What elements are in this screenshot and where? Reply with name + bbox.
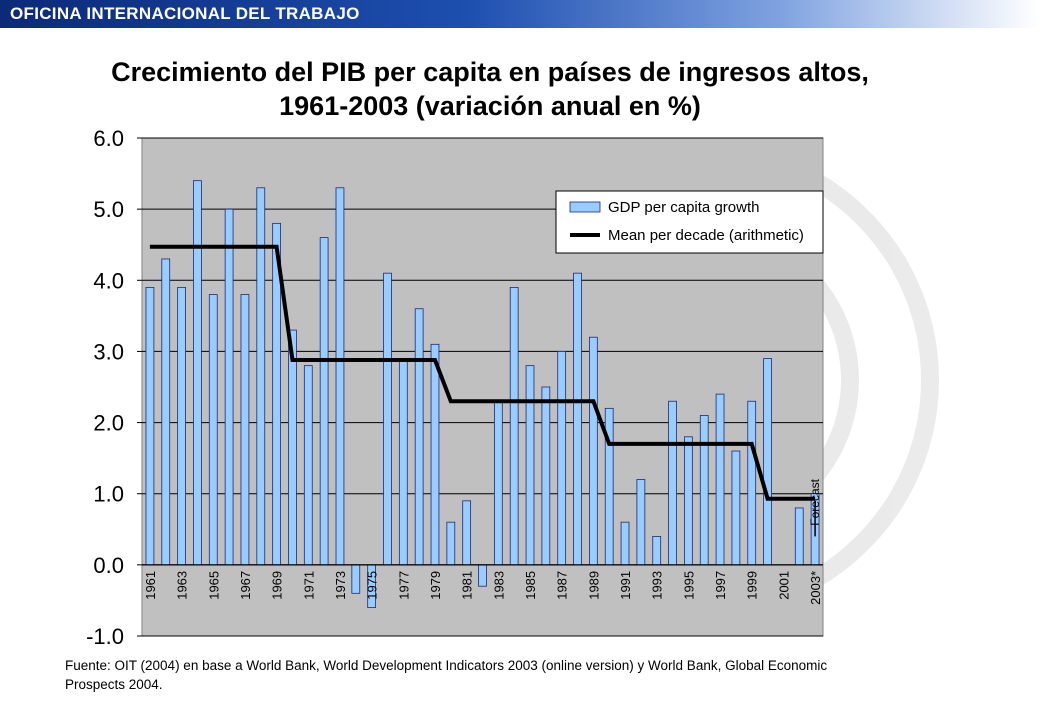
- x-tick-label: 1971: [301, 571, 316, 600]
- x-tick-label: 1977: [396, 571, 411, 600]
- bar: [668, 400, 677, 566]
- bar: [509, 286, 519, 566]
- x-tick-label: 2001: [776, 571, 791, 600]
- bar: [398, 358, 408, 566]
- y-tick-label: 4.0: [93, 268, 124, 293]
- x-tick-label: 1981: [460, 571, 475, 600]
- bar: [493, 400, 503, 566]
- bar: [256, 187, 266, 566]
- x-tick-label: 1999: [745, 571, 760, 600]
- bar: [208, 294, 218, 566]
- x-tick-label: 1983: [491, 571, 506, 600]
- y-tick-label: 0.0: [93, 553, 124, 578]
- bar: [462, 500, 472, 566]
- bar: [446, 521, 456, 566]
- x-tick-label: 1965: [206, 571, 221, 600]
- legend-swatch-bar: [569, 201, 601, 213]
- bar: [224, 208, 234, 566]
- x-tick-label: 1969: [270, 571, 285, 600]
- x-tick-label: 1975: [365, 571, 380, 600]
- bar: [573, 272, 582, 566]
- bar: [303, 365, 313, 566]
- bar: [684, 436, 693, 566]
- bar: [478, 564, 487, 587]
- bar: [335, 187, 345, 566]
- chart-title: Crecimiento del PIB per capita en países…: [60, 55, 920, 123]
- legend-label-mean: Mean per decade (arithmetic): [608, 227, 804, 244]
- chart-title-line-2: 1961-2003 (variación anual en %): [279, 91, 701, 121]
- banner-title: OFICINA INTERNACIONAL DEL TRABAJO: [10, 4, 360, 23]
- x-tick-label: 1993: [650, 571, 665, 600]
- y-tick-label: 3.0: [93, 339, 124, 364]
- mean-line: [149, 244, 816, 501]
- x-tick-label: 1987: [555, 571, 570, 600]
- bar: [747, 400, 757, 566]
- y-tick-label: 6.0: [93, 126, 124, 151]
- x-tick-label: 1979: [428, 571, 443, 600]
- bar: [699, 415, 709, 566]
- y-tick-label: 1.0: [93, 482, 124, 507]
- x-tick-label: 1973: [333, 571, 348, 600]
- bar: [383, 272, 392, 566]
- source-note: Fuente: OIT (2004) en base a World Bank,…: [65, 658, 828, 692]
- chart-title-line-1: Crecimiento del PIB per capita en países…: [111, 57, 869, 87]
- bar: [794, 507, 804, 566]
- x-tick-label: 1985: [523, 571, 538, 600]
- legend-label-growth: GDP per capita growth: [608, 199, 759, 216]
- bar: [430, 343, 440, 566]
- header-banner: OFICINA INTERNACIONAL DEL TRABAJO: [0, 0, 1039, 28]
- bar: [288, 329, 297, 566]
- x-tick-label: 1961: [143, 571, 158, 600]
- x-tick-label: 1995: [681, 571, 696, 600]
- bar: [620, 521, 630, 566]
- y-tick-label: -1.0: [86, 624, 124, 649]
- bar: [319, 237, 329, 566]
- x-tick-label: 1963: [175, 571, 190, 600]
- y-tick-label: 2.0: [93, 411, 124, 436]
- legend: [555, 190, 824, 254]
- bar: [636, 479, 646, 566]
- x-tick-label: 1991: [618, 571, 633, 600]
- bar: [731, 450, 741, 566]
- bar: [145, 286, 155, 566]
- bar: [351, 564, 361, 594]
- y-tick-label: 5.0: [93, 197, 124, 222]
- bar: [177, 286, 186, 566]
- bar: [240, 294, 250, 566]
- bar: [414, 308, 424, 566]
- bar: [161, 258, 171, 566]
- bar: [525, 365, 535, 566]
- x-tick-label: 1989: [586, 571, 601, 600]
- bar: [763, 358, 772, 566]
- x-tick-label: 1967: [238, 571, 253, 600]
- bar: [652, 536, 662, 566]
- bar: [557, 351, 567, 566]
- bar: [715, 393, 725, 566]
- bar: [589, 336, 598, 566]
- bar: [541, 386, 551, 566]
- x-tick-label: 1997: [713, 571, 728, 600]
- x-tick-label: 2003*: [808, 571, 823, 605]
- bar: [193, 180, 202, 566]
